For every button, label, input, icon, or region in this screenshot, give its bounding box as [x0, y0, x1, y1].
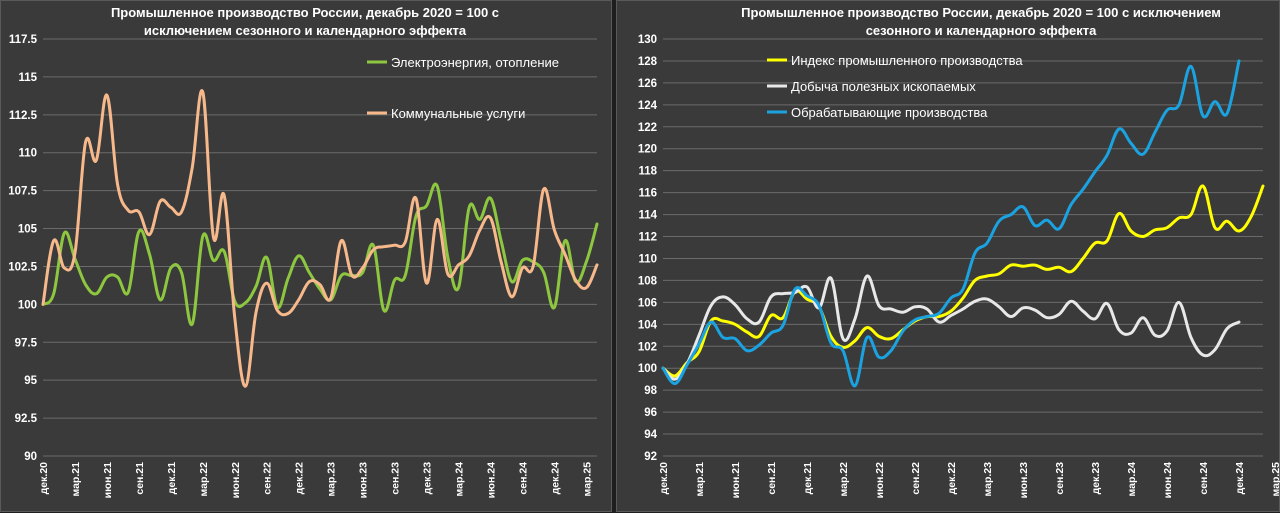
- y-tick-label: 130: [638, 34, 657, 46]
- x-tick-label: сен.21: [766, 462, 778, 495]
- y-tick-label: 90: [24, 451, 37, 463]
- x-tick-label: мар.25: [581, 462, 593, 497]
- x-tick-label: мар.24: [1126, 462, 1138, 497]
- chart-panel-right: Промышленное производство России, декабр…: [616, 0, 1280, 512]
- x-tick-label: дек.22: [294, 462, 306, 495]
- y-tick-label: 98: [644, 385, 657, 397]
- x-tick-label: сен.22: [910, 462, 922, 495]
- legend-label: Коммунальные услуги: [391, 106, 525, 121]
- x-tick-label: июн.23: [358, 462, 370, 499]
- x-tick-label: мар.25: [1270, 462, 1280, 497]
- x-tick-label: мар.21: [70, 462, 82, 497]
- y-tick-label: 92: [644, 451, 657, 463]
- x-tick-label: дек.23: [1090, 462, 1102, 495]
- y-tick-label: 95: [24, 375, 37, 387]
- y-tick-label: 116: [638, 188, 657, 200]
- series-line: [661, 184, 1265, 378]
- y-tick-label: 117.5: [9, 34, 38, 46]
- y-tick-label: 104: [638, 319, 658, 331]
- y-tick-label: 100: [638, 363, 657, 375]
- y-tick-label: 97.5: [15, 337, 38, 349]
- x-tick-label: июн.21: [102, 462, 114, 499]
- y-tick-label: 124: [638, 100, 658, 112]
- x-tick-label: июн.23: [1018, 462, 1030, 499]
- legend-label: Электроэнергия, отопление: [391, 55, 559, 70]
- x-tick-label: июн.22: [874, 462, 886, 499]
- y-tick-label: 92.5: [15, 413, 38, 425]
- x-tick-label: июн.22: [230, 462, 242, 499]
- y-tick-label: 118: [638, 166, 657, 178]
- series-line: [661, 274, 1241, 381]
- x-tick-label: дек.24: [1234, 462, 1246, 495]
- y-tick-label: 112.5: [9, 110, 38, 122]
- y-tick-label: 102: [638, 341, 657, 353]
- x-tick-label: мар.21: [694, 462, 706, 497]
- y-tick-label: 122: [638, 122, 657, 134]
- x-tick-label: дек.21: [166, 462, 178, 495]
- y-tick-label: 110: [638, 253, 657, 265]
- y-tick-label: 108: [638, 275, 658, 287]
- x-tick-label: мар.22: [838, 462, 850, 497]
- x-tick-label: сен.22: [262, 462, 274, 495]
- y-tick-label: 102.5: [8, 261, 37, 273]
- legend-label: Добыча полезных ископаемых: [791, 79, 976, 94]
- x-tick-label: дек.21: [802, 462, 814, 495]
- y-tick-label: 115: [18, 72, 37, 84]
- x-tick-label: сен.23: [1054, 462, 1066, 495]
- x-tick-label: мар.22: [198, 462, 210, 497]
- y-tick-label: 110: [18, 148, 37, 160]
- y-tick-label: 105: [18, 224, 38, 236]
- y-tick-label: 114: [638, 210, 657, 222]
- chart-left: Промышленное производство России, декабр…: [8, 5, 599, 499]
- series-line: [41, 182, 599, 326]
- y-tick-label: 96: [644, 407, 657, 419]
- y-tick-label: 107.5: [8, 186, 37, 198]
- x-tick-label: сен.24: [1198, 462, 1210, 495]
- series-line: [661, 59, 1241, 388]
- x-tick-label: мар.23: [982, 462, 994, 497]
- series-line: [41, 89, 599, 388]
- y-tick-label: 128: [638, 56, 658, 68]
- y-tick-label: 100: [18, 299, 37, 311]
- chart-title: сезонного и календарного эффекта: [866, 23, 1097, 38]
- y-tick-label: 120: [638, 144, 657, 156]
- x-tick-label: июн.24: [1162, 462, 1174, 499]
- x-tick-label: дек.22: [946, 462, 958, 495]
- x-tick-label: мар.23: [326, 462, 338, 497]
- chart-title: Промышленное производство России, декабр…: [111, 5, 499, 20]
- x-tick-label: июн.21: [730, 462, 742, 499]
- y-tick-label: 106: [638, 297, 657, 309]
- x-tick-label: июн.24: [486, 462, 498, 499]
- legend-label: Обрабатывающие производства: [791, 105, 988, 120]
- x-tick-label: дек.20: [38, 462, 50, 495]
- x-tick-label: сен.21: [134, 462, 146, 495]
- x-tick-label: сен.23: [390, 462, 402, 495]
- x-tick-label: дек.23: [422, 462, 434, 495]
- y-tick-label: 94: [644, 429, 657, 441]
- x-tick-label: дек.24: [549, 462, 561, 495]
- chart-title: исключением сезонного и календарного эфф…: [144, 23, 467, 38]
- legend-label: Индекс промышленного производства: [791, 53, 1023, 68]
- y-tick-label: 126: [638, 78, 657, 90]
- x-tick-label: мар.24: [454, 462, 466, 497]
- x-tick-label: дек.20: [658, 462, 670, 495]
- x-tick-label: сен.24: [517, 462, 529, 495]
- y-tick-label: 112: [638, 232, 657, 244]
- chart-right: Промышленное производство России, декабр…: [638, 5, 1280, 499]
- chart-panel-left: Промышленное производство России, декабр…: [0, 0, 612, 512]
- chart-title: Промышленное производство России, декабр…: [741, 5, 1221, 20]
